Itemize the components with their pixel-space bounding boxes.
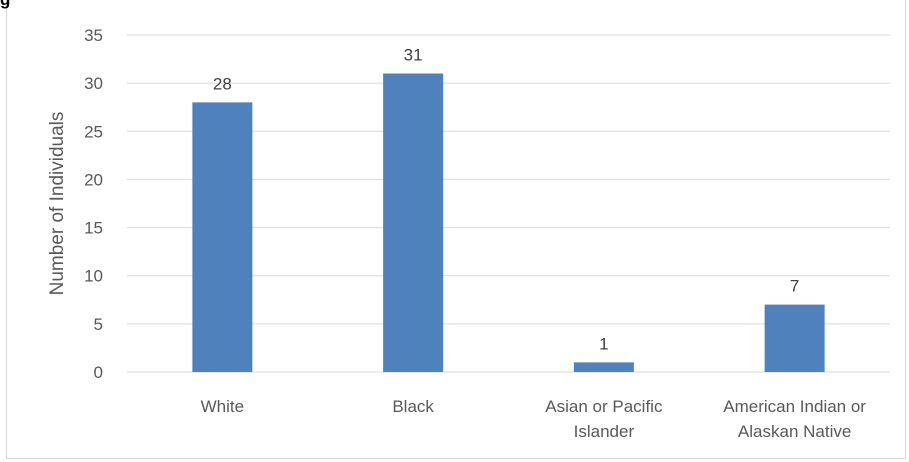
data-label: 31 xyxy=(404,46,423,65)
data-labels: 28 31 1 7 xyxy=(213,46,799,354)
y-tick-label: 15 xyxy=(84,219,103,238)
bar xyxy=(192,102,253,373)
y-tick-label: 25 xyxy=(84,122,103,141)
y-tick-label: 10 xyxy=(84,267,103,286)
x-category-label: White xyxy=(201,397,244,416)
x-category-label: Black xyxy=(392,397,434,416)
y-axis-label: Number of Individuals xyxy=(47,112,68,296)
bars xyxy=(192,73,825,373)
y-tick-label: 5 xyxy=(94,315,103,334)
y-tick-label: 20 xyxy=(84,170,103,189)
y-tick-label: 0 xyxy=(94,363,103,382)
bar xyxy=(573,362,634,372)
x-category-labels: White Black Asian or Pacific Islander Americ… xyxy=(201,397,867,441)
data-label: 7 xyxy=(790,277,799,296)
chart-frame xyxy=(6,0,906,459)
gridlines xyxy=(127,34,890,373)
y-tick-label: 30 xyxy=(84,74,103,93)
data-label: 1 xyxy=(599,334,608,353)
x-category-label: Asian or Pacific xyxy=(545,397,663,416)
y-tick-labels: 0 5 10 15 20 25 30 35 xyxy=(84,26,103,382)
x-category-label: Alaskan Native xyxy=(738,422,851,441)
bar xyxy=(383,73,444,372)
y-tick-label: 35 xyxy=(84,26,103,45)
data-label: 28 xyxy=(213,74,232,93)
x-category-label: American Indian or xyxy=(723,397,866,416)
x-category-label: Islander xyxy=(574,422,635,441)
bar xyxy=(764,304,825,372)
cropped-heading: g xyxy=(0,0,10,9)
